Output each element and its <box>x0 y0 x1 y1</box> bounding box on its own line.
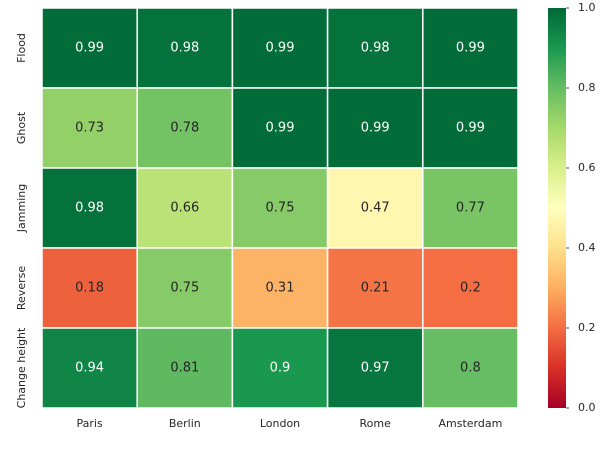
y-tick-label: Jamming <box>15 184 28 233</box>
cell-label: 0.75 <box>266 201 295 216</box>
x-tick-label: Amsterdam <box>438 417 502 430</box>
cell-label: 0.8 <box>460 361 481 376</box>
cell-label: 0.47 <box>361 201 390 216</box>
colorbar-tick-label: 1.0 <box>578 1 596 14</box>
cell-label: 0.66 <box>170 201 199 216</box>
heatmap-cell <box>41 327 138 409</box>
heatmap-cell <box>422 247 519 329</box>
cell-label: 0.99 <box>266 121 295 136</box>
cell-label: 0.31 <box>266 281 295 296</box>
heatmap-cell <box>41 7 138 89</box>
heatmap-cell <box>41 247 138 329</box>
colorbar-tick-label: 0.8 <box>578 81 596 94</box>
colorbar-tick-label: 0.2 <box>578 321 596 334</box>
heatmap-cell <box>136 327 234 409</box>
cell-label: 0.98 <box>75 201 104 216</box>
heatmap-cell <box>231 7 329 89</box>
cell-label: 0.98 <box>361 41 390 56</box>
heatmap-cell <box>422 327 519 409</box>
heatmap-cell <box>326 167 424 249</box>
y-tick-label: Change height <box>15 327 28 408</box>
colorbar-tick-label: 0.0 <box>578 401 596 414</box>
heatmap-cell <box>231 87 329 169</box>
cell-label: 0.2 <box>460 281 481 296</box>
cell-label: 0.99 <box>361 121 390 136</box>
cell-label: 0.81 <box>170 361 199 376</box>
x-tick-label: Paris <box>76 417 102 430</box>
heatmap-cell <box>41 87 138 169</box>
colorbar-tick-label: 0.6 <box>578 161 596 174</box>
cell-label: 0.99 <box>266 41 295 56</box>
heatmap-cell <box>136 7 234 89</box>
heatmap-cell <box>136 247 234 329</box>
cell-label: 0.97 <box>361 361 390 376</box>
y-tick-label: Flood <box>15 33 28 63</box>
cell-label: 0.21 <box>361 281 390 296</box>
heatmap-cell <box>422 87 519 169</box>
cell-label: 0.99 <box>75 41 104 56</box>
colorbar-tick-label: 0.4 <box>578 241 596 254</box>
colorbar <box>548 8 566 408</box>
heatmap-cell <box>231 327 329 409</box>
cell-label: 0.75 <box>170 281 199 296</box>
cell-label: 0.77 <box>456 201 485 216</box>
cell-label: 0.99 <box>456 41 485 56</box>
cell-label: 0.98 <box>170 41 199 56</box>
cell-label: 0.78 <box>170 121 199 136</box>
x-tick-label: Berlin <box>169 417 201 430</box>
x-tick-label: London <box>260 417 300 430</box>
cell-label: 0.18 <box>75 281 104 296</box>
x-tick-label: Rome <box>360 417 392 430</box>
cell-label: 0.73 <box>75 121 104 136</box>
cell-label: 0.9 <box>270 361 291 376</box>
cell-label: 0.94 <box>75 361 104 376</box>
heatmap-cell <box>326 247 424 329</box>
cell-label: 0.99 <box>456 121 485 136</box>
heatmap-cell <box>136 167 234 249</box>
y-tick-label: Ghost <box>15 111 28 144</box>
y-tick-label: Reverse <box>15 266 28 310</box>
heatmap-cell <box>231 247 329 329</box>
